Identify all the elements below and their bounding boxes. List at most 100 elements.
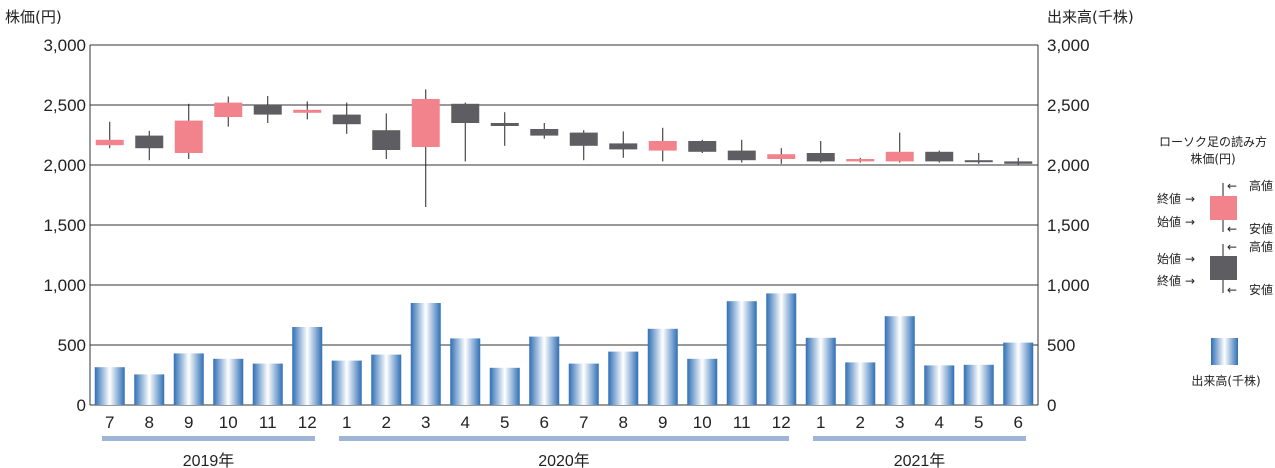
x-month-label: 1 [342,413,351,432]
candle-up [648,141,677,151]
x-month-label: 4 [461,413,470,432]
year-span-bar [339,436,789,441]
volume-bar [608,351,639,405]
x-month-label: 8 [619,413,628,432]
volume-bar [845,362,876,405]
candle-up [95,139,124,146]
candle-down [925,151,954,162]
volume-bar [805,337,836,405]
arrow-left-icon: ← [1227,283,1237,297]
legend-up-low-label: 安値 [1249,221,1273,236]
volume-bar [94,367,125,405]
right-axis-title: 出来高(千株) [1047,8,1134,26]
x-month-label: 5 [974,413,983,432]
candle-down [332,114,361,125]
candle-down [135,135,164,149]
legend-down-close-label: 終値 [1157,273,1181,288]
x-month-label: 8 [145,413,154,432]
x-month-label: 11 [259,413,277,432]
x-month-label: 3 [421,413,430,432]
candle-down [688,141,717,152]
x-month-label: 6 [1014,413,1023,432]
x-month-label: 9 [658,413,667,432]
year-span-bar [102,436,315,441]
candlesticks [95,89,1033,207]
x-month-label: 10 [693,413,712,432]
left-y-tick-label: 2,500 [43,96,86,115]
volume-bar [647,328,678,405]
arrow-right-icon: → [1185,215,1195,229]
x-month-label: 12 [772,413,791,432]
candlestick-legend: ローソク足の読み方 株価(円) 終値 → 始値 → ← 高値 ← 安値 始値 →… [1157,134,1273,388]
volume-bar [134,374,165,405]
left-y-tick-label: 1,000 [43,276,86,295]
right-y-tick-label: 3,000 [1047,36,1090,55]
legend-up-open-label: 始値 [1157,214,1181,229]
volume-bar [924,365,955,405]
volume-bar [687,358,718,405]
right-y-tick-label: 2,500 [1047,96,1090,115]
candle-up [174,120,203,153]
left-y-tick-label: 1,500 [43,216,86,235]
year-label: 2021年 [894,452,946,468]
candle-down [530,129,559,136]
legend-down-low-label: 安値 [1249,282,1273,297]
arrow-right-icon: → [1185,274,1195,288]
x-month-label: 7 [579,413,588,432]
x-month-label: 7 [105,413,114,432]
volume-bar [173,353,204,405]
year-label: 2020年 [538,452,590,468]
legend-subtitle: 株価(円) [1190,151,1235,166]
left-y-tick-label: 3,000 [43,36,86,55]
arrow-right-icon: → [1185,192,1195,206]
legend-title: ローソク足の読み方 [1159,134,1267,149]
volume-bar [331,360,362,405]
volume-bar [568,363,599,405]
x-month-label: 12 [298,413,317,432]
candle-down [609,143,638,150]
right-y-tick-label: 500 [1047,336,1075,355]
volume-bar [450,338,481,405]
arrow-right-icon: → [1185,252,1195,266]
volume-bar [963,364,994,405]
volume-bars [94,293,1034,405]
gridlines [90,44,1038,406]
left-y-tick-label: 0 [77,396,86,415]
left-y-tick-label: 500 [58,336,86,355]
right-y-tick-label: 1,500 [1047,216,1090,235]
left-axis-title: 株価(円) [5,8,62,26]
candle-down [490,123,519,126]
volume-bar [252,363,283,405]
legend-down-high-label: 高値 [1249,239,1273,254]
candle-up [846,159,875,162]
candle-up [214,102,243,117]
candle-up [767,154,796,159]
legend-up-high-label: 高値 [1249,178,1273,193]
volume-bar [529,336,560,405]
right-y-tick-label: 0 [1047,396,1056,415]
candle-down [727,150,756,161]
legend-down-candle [1210,256,1237,280]
candle-down [569,132,598,146]
volume-bar [410,303,441,405]
x-month-label: 1 [816,413,825,432]
year-span-bar [813,436,1026,441]
candle-down [372,130,401,150]
candle-down [964,160,993,163]
candle-up [293,109,322,113]
arrow-left-icon: ← [1227,240,1237,254]
x-month-label: 2 [382,413,391,432]
year-label: 2019年 [183,452,235,468]
x-month-label: 9 [184,413,193,432]
volume-bar [292,327,323,405]
candle-down [253,105,282,115]
volume-bar [1003,342,1034,405]
x-month-label: 10 [219,413,238,432]
candle-up [411,99,440,147]
candle-down [806,153,835,162]
x-month-label: 4 [935,413,944,432]
legend-up-candle [1210,196,1237,220]
right-y-tick-label: 1,000 [1047,276,1090,295]
axes: 0 0 500 500 1,000 1,000 1,500 1,500 2,000 2,000 2,… [43,36,1089,468]
